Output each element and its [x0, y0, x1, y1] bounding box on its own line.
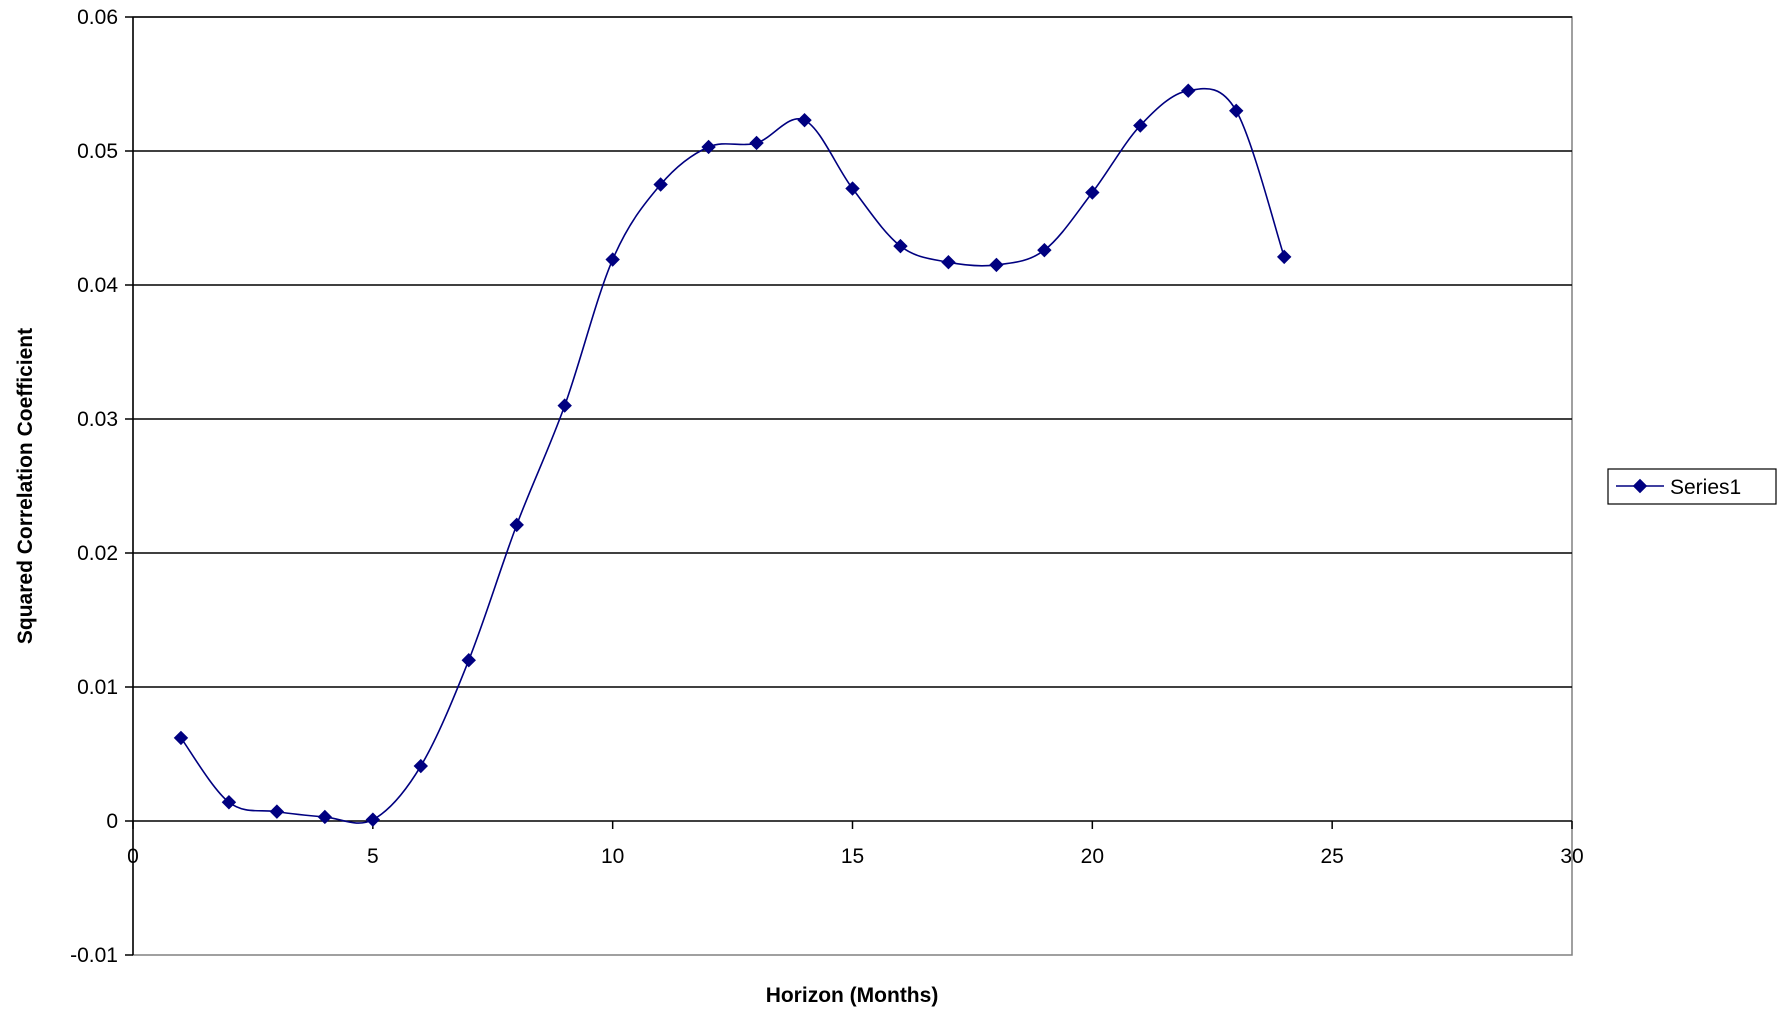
- x-tick-label-1: 5: [367, 845, 379, 868]
- y-tick-label-0: -0.01: [70, 944, 118, 967]
- y-tick-label-3: 0.02: [77, 542, 118, 565]
- data-point-10: [605, 252, 620, 267]
- data-point-21: [1133, 118, 1148, 133]
- y-tick-label-4: 0.03: [77, 408, 118, 431]
- x-tick-label-3: 15: [841, 845, 864, 868]
- data-point-14: [797, 112, 812, 128]
- plot-area: [132, 16, 1573, 956]
- x-tick-label-6: 30: [1560, 845, 1583, 868]
- gridlines: [133, 16, 1572, 688]
- data-point-18: [989, 257, 1004, 273]
- data-point-12: [701, 139, 716, 155]
- x-axis-title: Horizon (Months): [766, 984, 939, 1007]
- legend: Series1: [1607, 468, 1777, 505]
- data-point-1: [173, 730, 189, 746]
- data-point-23: [1229, 103, 1244, 119]
- series-group: [173, 83, 1292, 827]
- data-point-22: [1181, 83, 1196, 98]
- y-tick-label-7: 0.06: [77, 6, 118, 29]
- data-point-8: [509, 517, 524, 533]
- data-point-2: [221, 795, 237, 810]
- legend-marker-series1: [1632, 478, 1648, 494]
- x-tick-label-2: 10: [601, 845, 624, 868]
- y-axis-title: Squared Correlation Coefficient: [14, 328, 37, 644]
- y-tick-label-5: 0.04: [77, 274, 118, 297]
- y-tick-label-6: 0.05: [77, 140, 118, 163]
- tick-labels: -0.01 0 0.01 0.02 0.03 0.04 0.05 0.06 0 5 10 15 20 25…: [70, 6, 1584, 967]
- data-point-13: [749, 135, 764, 151]
- data-point-17: [941, 255, 956, 270]
- x-tick-label-0: 0: [127, 845, 139, 868]
- data-point-5: [365, 812, 381, 827]
- data-point-19: [1037, 242, 1052, 258]
- x-tick-label-4: 20: [1081, 845, 1104, 868]
- y-tick-label-1: 0: [106, 810, 118, 833]
- y-tick-label-2: 0.01: [77, 676, 118, 699]
- data-point-16: [893, 238, 908, 254]
- data-point-24: [1276, 249, 1292, 265]
- x-tick-label-5: 25: [1320, 845, 1343, 868]
- data-point-7: [461, 652, 476, 668]
- data-point-4: [317, 809, 333, 825]
- data-point-9: [557, 398, 572, 413]
- data-point-3: [269, 804, 285, 819]
- data-point-6: [413, 758, 429, 774]
- data-point-11: [653, 177, 668, 192]
- legend-label-series1: Series1: [1670, 476, 1741, 499]
- data-point-15: [845, 181, 860, 196]
- data-point-20: [1085, 185, 1100, 200]
